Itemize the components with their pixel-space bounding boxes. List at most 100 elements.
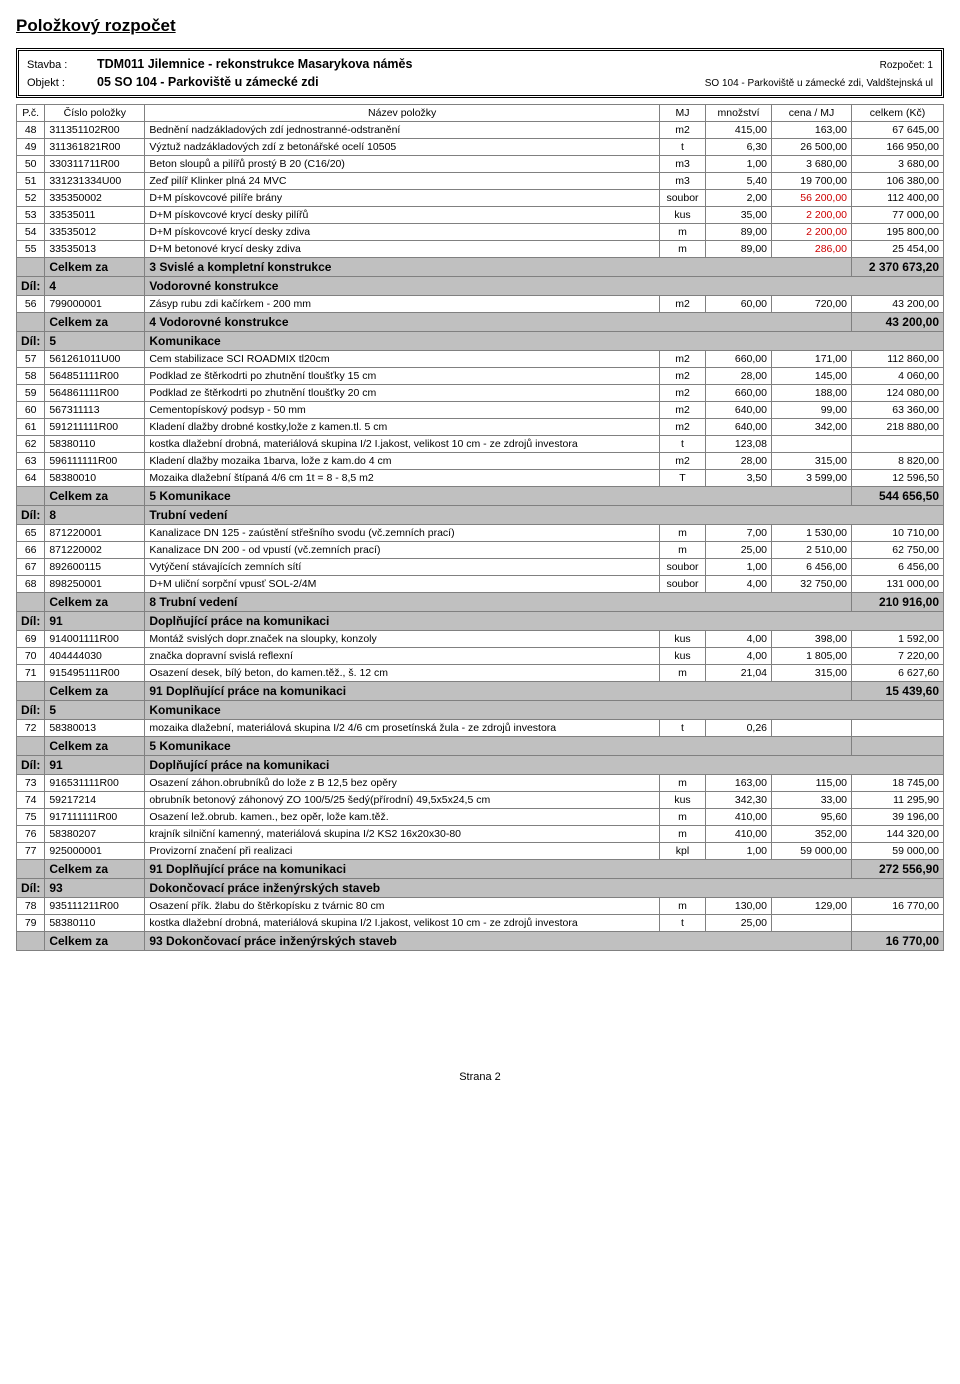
cell-name: obrubník betonový záhonový ZO 100/5/25 š… — [145, 792, 660, 809]
cell-code: 567311113 — [45, 402, 145, 419]
cell-mj: m — [660, 241, 706, 258]
cell-code: 59217214 — [45, 792, 145, 809]
section-number: 93 — [45, 879, 145, 898]
total-spacer — [17, 737, 45, 756]
objekt-value: 05 SO 104 - Parkoviště u zámecké zdi — [97, 75, 705, 89]
section-name: Doplňující práce na komunikaci — [145, 612, 944, 631]
cell-price: 99,00 — [772, 402, 852, 419]
section-dil-label: Díl: — [17, 756, 45, 775]
cell-qty: 123,08 — [706, 436, 772, 453]
objekt-label: Objekt : — [27, 77, 97, 89]
total-amount: 15 439,60 — [852, 682, 944, 701]
cell-mj: kus — [660, 648, 706, 665]
cell-qty: 640,00 — [706, 419, 772, 436]
cell-name: Bednění nadzákladových zdí jednostranné-… — [145, 122, 660, 139]
cell-total: 8 820,00 — [852, 453, 944, 470]
col-total: celkem (Kč) — [852, 105, 944, 122]
cell-pc: 64 — [17, 470, 45, 487]
cell-price: 19 700,00 — [772, 173, 852, 190]
cell-name: kostka dlažební drobná, materiálová skup… — [145, 436, 660, 453]
cell-total — [852, 915, 944, 932]
total-spacer — [17, 487, 45, 506]
stavba-value: TDM011 Jilemnice - rekonstrukce Masaryko… — [97, 57, 880, 71]
cell-mj: t — [660, 720, 706, 737]
cell-name: Kanalizace DN 200 - od vpustí (vč.zemníc… — [145, 542, 660, 559]
cell-pc: 59 — [17, 385, 45, 402]
cell-price: 3 680,00 — [772, 156, 852, 173]
cell-price: 286,00 — [772, 241, 852, 258]
cell-qty: 1,00 — [706, 843, 772, 860]
cell-code: 331231334U00 — [45, 173, 145, 190]
table-row: 63596111111R00Kladení dlažby mozaika 1ba… — [17, 453, 944, 470]
cell-code: 916531111R00 — [45, 775, 145, 792]
cell-mj: soubor — [660, 559, 706, 576]
cell-price: 115,00 — [772, 775, 852, 792]
table-row: 50330311711R00Beton sloupů a pilířů pros… — [17, 156, 944, 173]
cell-pc: 50 — [17, 156, 45, 173]
table-row: 58564851111R00Podklad ze štěrkodrti po z… — [17, 368, 944, 385]
total-spacer — [17, 593, 45, 612]
section-number: 91 — [45, 756, 145, 775]
cell-name: D+M pískovcové krycí desky pilířů — [145, 207, 660, 224]
cell-total: 63 360,00 — [852, 402, 944, 419]
cell-mj: m2 — [660, 351, 706, 368]
table-row: 75917111111R00Osazení lež.obrub. kamen.,… — [17, 809, 944, 826]
section-name: Komunikace — [145, 332, 944, 351]
cell-pc: 79 — [17, 915, 45, 932]
cell-pc: 71 — [17, 665, 45, 682]
cell-code: 917111111R00 — [45, 809, 145, 826]
cell-code: 564861111R00 — [45, 385, 145, 402]
cell-price: 163,00 — [772, 122, 852, 139]
total-prefix: Celkem za — [45, 682, 145, 701]
cell-code: 925000001 — [45, 843, 145, 860]
cell-name: mozaika dlažební, materiálová skupina I/… — [145, 720, 660, 737]
cell-price: 33,00 — [772, 792, 852, 809]
table-row: 7459217214obrubník betonový záhonový ZO … — [17, 792, 944, 809]
cell-name: Kladení dlažby drobné kostky,lože z kame… — [145, 419, 660, 436]
cell-price: 26 500,00 — [772, 139, 852, 156]
cell-name: Zeď pilíř Klinker plná 24 MVC — [145, 173, 660, 190]
cell-price: 342,00 — [772, 419, 852, 436]
cell-mj: soubor — [660, 190, 706, 207]
cell-name: Kanalizace DN 125 - zaústění střešního s… — [145, 525, 660, 542]
cell-mj: m2 — [660, 419, 706, 436]
cell-code: 935111211R00 — [45, 898, 145, 915]
cell-total — [852, 720, 944, 737]
section-name: Vodorovné konstrukce — [145, 277, 944, 296]
cell-price: 59 000,00 — [772, 843, 852, 860]
cell-code: 58380110 — [45, 915, 145, 932]
cell-mj: m3 — [660, 173, 706, 190]
total-label: 8 Trubní vedení — [145, 593, 852, 612]
cell-price: 56 200,00 — [772, 190, 852, 207]
total-prefix: Celkem za — [45, 487, 145, 506]
cell-pc: 74 — [17, 792, 45, 809]
cell-code: 335350002 — [45, 190, 145, 207]
cell-qty: 25,00 — [706, 542, 772, 559]
cell-code: 915495111R00 — [45, 665, 145, 682]
cell-code: 311351102R00 — [45, 122, 145, 139]
table-row: 71915495111R00Osazení desek, bílý beton,… — [17, 665, 944, 682]
total-prefix: Celkem za — [45, 932, 145, 951]
cell-pc: 56 — [17, 296, 45, 313]
total-prefix: Celkem za — [45, 593, 145, 612]
budget-table: P.č. Číslo položky Název položky MJ množ… — [16, 104, 944, 951]
cell-code: 892600115 — [45, 559, 145, 576]
header-box: Stavba : TDM011 Jilemnice - rekonstrukce… — [16, 48, 944, 98]
table-row: 68898250001D+M uliční sorpční vpusť SOL-… — [17, 576, 944, 593]
cell-total: 3 680,00 — [852, 156, 944, 173]
table-row: 69914001111R00Montáž svislých dopr.znače… — [17, 631, 944, 648]
cell-total: 195 800,00 — [852, 224, 944, 241]
cell-code: 33535012 — [45, 224, 145, 241]
cell-code: 914001111R00 — [45, 631, 145, 648]
cell-code: 871220001 — [45, 525, 145, 542]
cell-name: Provizorní značení při realizaci — [145, 843, 660, 860]
cell-total: 1 592,00 — [852, 631, 944, 648]
cell-mj: m — [660, 826, 706, 843]
section-row: Díl:4Vodorovné konstrukce — [17, 277, 944, 296]
table-row: 51331231334U00Zeď pilíř Klinker plná 24 … — [17, 173, 944, 190]
cell-price: 398,00 — [772, 631, 852, 648]
cell-code: 591211111R00 — [45, 419, 145, 436]
cell-qty: 1,00 — [706, 156, 772, 173]
total-amount: 544 656,50 — [852, 487, 944, 506]
cell-total: 62 750,00 — [852, 542, 944, 559]
